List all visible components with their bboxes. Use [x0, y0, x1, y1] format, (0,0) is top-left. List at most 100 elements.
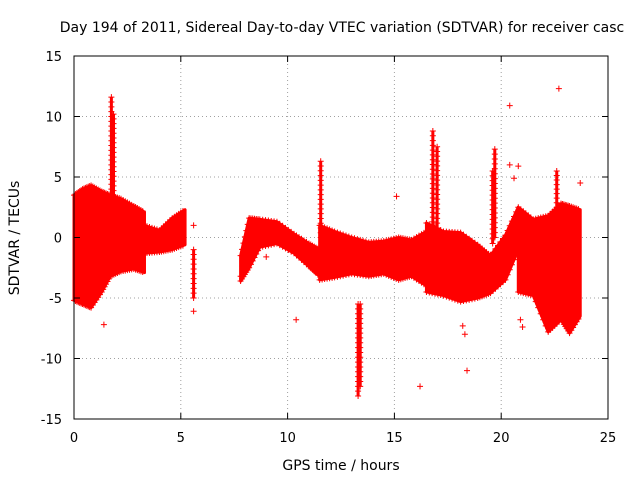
band-edge-point [360, 237, 367, 244]
x-axis-label: GPS time / hours [282, 458, 399, 474]
band-edge-point [487, 252, 494, 259]
band-edge-point [239, 246, 246, 253]
outlier-point [506, 102, 513, 109]
band-edge-point [262, 242, 269, 249]
band-edge-point [508, 261, 515, 268]
spike-point [108, 94, 115, 101]
band-edge-point [449, 295, 456, 302]
outlier-point [293, 316, 300, 323]
band-edge-point [247, 261, 254, 268]
band-edge-point [334, 229, 341, 236]
band-edge-point [78, 300, 85, 307]
band-edge-point [494, 242, 501, 249]
spike-point [355, 393, 362, 400]
band-edge-point [85, 303, 92, 310]
band-edge-point [79, 186, 86, 193]
spike-point [434, 143, 441, 150]
outlier-point [461, 331, 468, 338]
band-edge-point [508, 218, 515, 225]
band-edge-point [98, 188, 105, 195]
y-tick-label: 15 [45, 50, 62, 65]
x-tick-label: 5 [177, 431, 185, 446]
outlier-point [555, 85, 562, 92]
band-edge-point [345, 271, 352, 278]
y-tick-label: 10 [45, 111, 62, 126]
band-edge-point [342, 232, 349, 239]
band-edge-point [463, 297, 470, 304]
band-edge-point [179, 242, 186, 249]
band-edge-point [426, 221, 433, 228]
y-tick-label: -5 [49, 292, 62, 307]
x-tick-label: 15 [386, 431, 403, 446]
band-edge-point [79, 301, 86, 308]
y-tick-label: -15 [41, 413, 62, 428]
band-edge-point [532, 298, 539, 305]
band-edge-point [240, 240, 247, 247]
band-edge-point [331, 228, 338, 235]
band-edge-point [249, 257, 256, 264]
band-edge-point [314, 271, 321, 278]
band-edge-point [537, 310, 544, 317]
outlier-point [459, 322, 466, 329]
y-axis-label: SDTVAR / TECUs [7, 181, 23, 296]
band-edge-point [265, 242, 272, 249]
spike-point [429, 128, 436, 135]
band-edge-point [331, 274, 338, 281]
outlier-point [190, 222, 197, 229]
ticks-layer: 0 5 10 15 20 25 -15 -10 -5 0 5 10 15 [41, 50, 617, 446]
x-tick-label: 10 [279, 431, 296, 446]
band-edge-point [457, 298, 464, 305]
outlier-point [417, 383, 424, 390]
band-edge-point [434, 291, 441, 298]
band-edge-point [82, 302, 89, 309]
band-edge-point [466, 296, 473, 303]
band-edge-point [490, 249, 497, 256]
band-edge-point [314, 245, 321, 252]
band-edge-point [423, 219, 430, 226]
band-edge-point [337, 230, 344, 237]
band-edge-point [105, 275, 112, 282]
band-edge-point [103, 281, 110, 288]
band-edge-point [73, 298, 80, 305]
band-edge-point [237, 252, 244, 259]
band-edge-point [431, 290, 438, 297]
band-edge-point [429, 290, 436, 297]
band-edge-point [362, 238, 369, 245]
x-tick-label: 0 [70, 431, 78, 446]
band-edge-point [256, 244, 263, 251]
spike-point [489, 167, 496, 174]
band-edge-point [86, 304, 93, 311]
band-edge-point [357, 236, 364, 243]
spike-point [190, 295, 197, 301]
band-edge-point [83, 184, 90, 191]
band-edge-point [471, 295, 478, 302]
band-edge-point [246, 264, 253, 271]
outlier-point [190, 308, 197, 315]
band-edge-point [540, 316, 547, 323]
band-edge-point [492, 245, 499, 252]
band-edge-point [420, 281, 427, 288]
band-edge-point [443, 293, 450, 300]
band-edge-point [80, 301, 87, 308]
band-edge-point [502, 232, 509, 239]
outlier-point [577, 180, 584, 187]
band-edge-point [511, 213, 518, 220]
band-edge-point [101, 283, 108, 290]
band-edge-point [271, 241, 278, 248]
data-band [424, 205, 520, 304]
outlier-point [511, 175, 518, 182]
band-edge-point [104, 190, 111, 197]
band-edge-point [446, 294, 453, 301]
band-edge-point [337, 273, 344, 280]
band-edge-point [340, 272, 347, 279]
spike-point [110, 111, 117, 118]
y-tick-label: 0 [54, 232, 62, 247]
band-edge-point [259, 243, 266, 250]
band-edge-point [575, 206, 582, 213]
band-edge-point [243, 227, 250, 234]
spike-point [491, 146, 498, 153]
band-edge-point [241, 233, 248, 240]
band-edge-point [431, 224, 438, 231]
band-edge-point [75, 299, 82, 306]
data-band [239, 216, 322, 283]
